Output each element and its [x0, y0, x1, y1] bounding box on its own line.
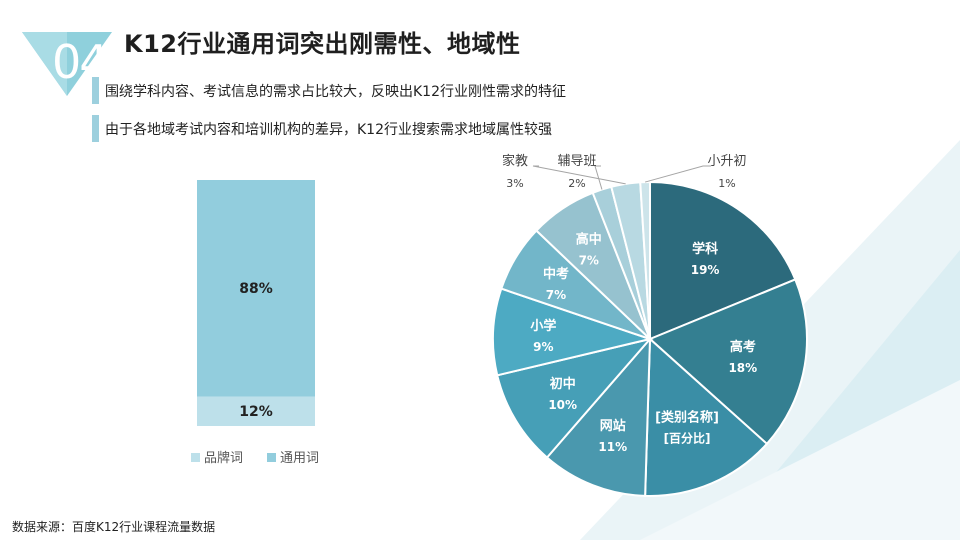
pie-slice-value: 11% — [598, 440, 627, 454]
bullet-text: 由于各地域考试内容和培训机构的差异，K12行业搜索需求地域属性较强 — [105, 122, 552, 138]
pie-slice-value: 9% — [533, 340, 553, 354]
pie-slice-value: 7% — [579, 254, 599, 268]
pie-slice-name: 小升初 — [707, 154, 746, 169]
pie-slice-value: [百分比] — [664, 431, 711, 446]
legend-swatch — [191, 453, 200, 462]
slide-title: K12行业通用词突出刚需性、地域性 — [124, 30, 521, 58]
pie-slice-name: 初中 — [550, 376, 576, 392]
stacked-bar-chart: 12% 88% 品牌词 通用词 — [191, 180, 319, 466]
bar-data-label: 12% — [239, 404, 273, 420]
pie-slice-value: 19% — [691, 263, 720, 277]
bar-segment-1 — [197, 180, 315, 397]
pie-slice-name: 中考 — [543, 266, 569, 282]
pie-slice-name: 学科 — [692, 241, 718, 257]
bg-triangle-light — [640, 380, 960, 540]
leader-line — [532, 165, 626, 185]
pie-slice-5 — [492, 287, 654, 377]
slide-number-badge: 04 — [22, 32, 112, 96]
data-source: 数据来源：百度K12行业课程流量数据 — [12, 520, 216, 534]
legend-label: 品牌词 — [204, 450, 243, 466]
bullet-text: 围绕学科内容、考试信息的需求占比较大，反映出K12行业刚性需求的特征 — [105, 84, 566, 100]
bar-data-label: 88% — [239, 281, 273, 297]
badge-triangle-highlight — [22, 32, 67, 96]
pie-slice-1 — [648, 278, 808, 446]
leader-line — [644, 165, 711, 183]
pie-chart: 学科 19% 高考 18% [类别名称] [百分比] 网站 11% 初中 10% 小学 9% 中考 7% 高… — [492, 153, 808, 497]
pie-slice-4 — [496, 337, 653, 459]
pie-slice-10 — [639, 180, 651, 340]
legend-swatch — [267, 453, 276, 462]
pie-slice-value: 18% — [728, 361, 757, 375]
pie-slice-name: 网站 — [600, 418, 626, 434]
leader-line — [594, 165, 603, 190]
pie-slice-name: 家教 — [502, 153, 528, 169]
bullet-bar — [92, 77, 99, 104]
bar-segment-0 — [197, 396, 315, 426]
pie-slice-name: [类别名称] — [655, 410, 719, 426]
pie-slice-3 — [545, 336, 652, 497]
pie-slice-value: 10% — [548, 398, 577, 412]
pie-slice-value: 1% — [718, 177, 735, 190]
legend-label: 通用词 — [280, 451, 319, 466]
pie-slice-name: 辅导班 — [557, 154, 596, 169]
pie-slice-2 — [644, 336, 769, 497]
pie-slice-0 — [649, 180, 797, 341]
pie-slice-name: 高中 — [576, 232, 602, 248]
pie-slice-value: 7% — [546, 288, 566, 302]
pie-slice-value: 2% — [568, 177, 585, 190]
bullet-point: 围绕学科内容、考试信息的需求占比较大，反映出K12行业刚性需求的特征 — [92, 77, 652, 104]
bullet-bar — [92, 115, 99, 142]
pie-slice-name: 高考 — [730, 339, 756, 355]
slide-number: 04 — [52, 35, 107, 89]
pie-slice-name: 小学 — [530, 318, 556, 334]
bullet-point: 由于各地域考试内容和培训机构的差异，K12行业搜索需求地域属性较强 — [92, 115, 652, 142]
pie-slice-value: 3% — [506, 177, 523, 190]
